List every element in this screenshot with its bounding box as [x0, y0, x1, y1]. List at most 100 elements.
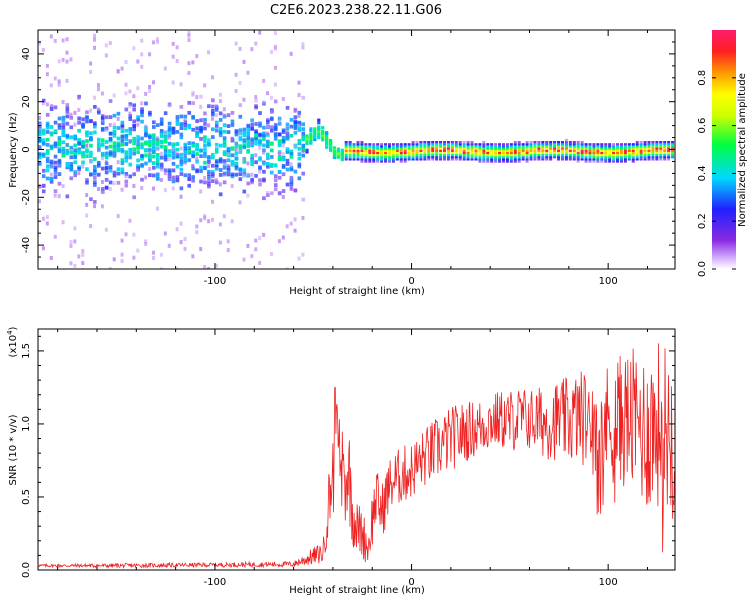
spectrogram-cell: [505, 145, 509, 148]
spectrogram-cell: [222, 152, 227, 157]
spectrogram-cell: [116, 69, 120, 74]
spectrogram-cell: [258, 178, 262, 183]
spectrogram-cell: [384, 147, 388, 150]
spectrogram-cell: [627, 151, 631, 155]
spectrogram-cell: [273, 31, 277, 36]
spectrogram-cell: [273, 136, 278, 141]
spectrogram-cell: [254, 238, 258, 243]
spectrogram-cell: [505, 149, 509, 152]
spectrogram-cell: [45, 151, 50, 155]
spectrogram-cell: [211, 199, 215, 204]
spectrogram-cell: [604, 151, 608, 155]
spectrogram-cell: [332, 146, 337, 150]
spectrogram-cell: [246, 137, 251, 142]
spectrogram-cell: [376, 147, 380, 150]
spectrogram-cell: [136, 115, 140, 120]
spectrogram-cell: [93, 183, 97, 187]
spectrogram-cell: [608, 145, 612, 148]
spectrogram-cell: [214, 120, 219, 125]
spectrogram-cell: [289, 182, 294, 187]
spectrogram-cell: [600, 156, 604, 159]
spectrogram-cell: [297, 128, 302, 132]
spectrogram-cell: [41, 216, 45, 221]
spectrogram-cell: [564, 145, 568, 148]
spectrogram-cell: [564, 151, 568, 155]
spectrogram-cell: [364, 147, 368, 150]
spectrogram-cell: [226, 124, 231, 128]
spectrogram-cell: [187, 38, 191, 43]
spectrogram-cell: [541, 141, 545, 144]
spectrogram-cell: [175, 178, 180, 182]
spectrogram-cell: [38, 152, 42, 157]
spectrogram-cell: [175, 45, 179, 50]
spectrogram-cell: [45, 112, 50, 117]
spectrogram-cell: [521, 147, 525, 150]
spectrogram-cell: [498, 160, 502, 163]
spectrogram-cell: [376, 151, 380, 155]
spectrogram-cell: [144, 133, 148, 138]
spectrogram-cell: [533, 156, 537, 159]
spectrogram-cell: [218, 159, 223, 164]
spectrogram-cell: [152, 80, 156, 85]
spectrogram-cell: [521, 149, 525, 152]
spectrogram-cell: [132, 183, 136, 188]
spectrogram-cell: [49, 176, 54, 181]
spectrogram-cell: [380, 160, 384, 163]
spectrogram-cell: [431, 153, 435, 157]
spectrogram-cell: [501, 149, 505, 152]
spectrogram-x-label: Height of straight line (km): [289, 286, 425, 297]
spectrogram-cell: [266, 161, 270, 166]
spectrogram-cell: [659, 145, 663, 148]
spectrogram-cell: [179, 156, 184, 161]
spectrogram-cell: [81, 248, 85, 253]
spectrogram-cell: [667, 151, 671, 155]
spectrogram-cell: [553, 141, 557, 144]
spectrogram-cell: [187, 110, 192, 115]
spectrogram-cell: [112, 125, 117, 130]
spectrogram-cell: [69, 176, 74, 181]
spectrogram-cell: [187, 146, 192, 150]
spectrogram-cell: [199, 179, 203, 184]
spectrogram-cell: [671, 147, 675, 150]
spectrogram-cell: [631, 156, 635, 159]
spectrogram-cell: [521, 156, 525, 159]
spectrogram-cell: [639, 145, 643, 148]
spectrogram-cell: [285, 150, 290, 154]
spectrogram-cell: [41, 189, 46, 194]
colorbar-tick-label: 0.6: [697, 118, 708, 134]
spectrogram-cell: [69, 112, 73, 117]
spectrogram-cell: [116, 148, 121, 153]
spectrogram-cell: [293, 124, 298, 129]
spectrogram-cell: [399, 151, 403, 155]
spectrogram-cell: [49, 164, 53, 169]
spectrogram-cell: [124, 59, 128, 64]
spectrogram-cell: [179, 135, 184, 140]
spectrogram-cell: [89, 136, 93, 141]
spectrogram-cell: [376, 156, 380, 159]
spectrogram-cell: [238, 144, 243, 149]
snr-series-line: [38, 343, 675, 570]
spectrogram-cell: [344, 145, 348, 148]
spectrogram-cell: [38, 199, 41, 204]
spectrogram-cell: [623, 156, 627, 159]
spectrogram-cell: [148, 52, 152, 57]
spectrogram-cell: [659, 151, 663, 155]
spectrogram-cell: [155, 147, 159, 152]
spectrogram-cell: [222, 150, 227, 154]
spectrogram-cell: [93, 45, 97, 50]
spectrogram-cell: [242, 145, 247, 150]
spectrogram-cell: [69, 243, 73, 248]
spectrogram-cell: [61, 122, 66, 127]
spectrogram-cell: [545, 141, 549, 144]
spectrogram-cell: [482, 151, 486, 155]
spectrogram-cell: [513, 160, 517, 163]
spectrogram-cell: [647, 158, 651, 161]
spectrogram-cell: [155, 206, 159, 211]
spectrogram-cell: [439, 141, 443, 144]
spectrogram-cell: [112, 181, 116, 186]
spectrogram-cell: [600, 147, 604, 150]
spectrogram-cell: [474, 143, 478, 146]
spectrogram-cell: [619, 153, 623, 157]
spectrogram-cell: [281, 157, 286, 161]
spectrogram-cell: [254, 160, 258, 165]
